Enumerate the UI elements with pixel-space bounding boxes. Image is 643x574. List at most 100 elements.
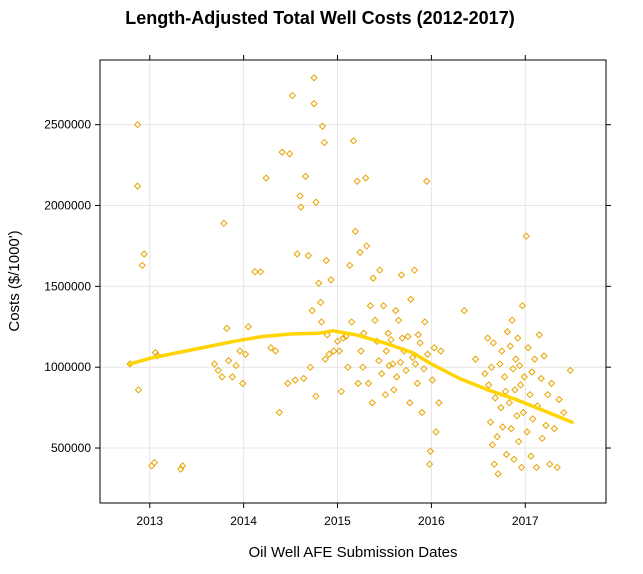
- y-tick-label: 2000000: [44, 199, 91, 213]
- data-point: [271, 347, 280, 355]
- data-point: [512, 355, 520, 363]
- data-point: [223, 324, 231, 333]
- data-point: [312, 198, 320, 206]
- data-point: [490, 460, 498, 468]
- data-point: [375, 357, 383, 365]
- data-point: [218, 373, 226, 381]
- data-point: [347, 318, 356, 326]
- data-point: [514, 437, 523, 446]
- data-point: [484, 334, 492, 342]
- data-point: [498, 347, 506, 355]
- data-point: [410, 266, 419, 274]
- data-point: [275, 408, 284, 417]
- data-point: [238, 379, 247, 388]
- data-point: [327, 276, 335, 284]
- data-point: [535, 331, 544, 339]
- data-point: [511, 386, 519, 394]
- data-point: [178, 462, 187, 470]
- data-point: [344, 363, 352, 371]
- data-point: [420, 365, 428, 373]
- data-point: [528, 368, 536, 376]
- x-tick-label: 2017: [512, 514, 539, 528]
- data-point: [404, 332, 412, 341]
- data-point: [382, 347, 391, 355]
- data-point: [330, 347, 338, 355]
- data-point: [406, 399, 414, 407]
- data-point: [532, 463, 541, 472]
- data-point: [524, 344, 532, 352]
- data-point: [339, 334, 347, 342]
- data-point: [285, 150, 294, 158]
- data-point: [398, 334, 406, 342]
- data-point: [421, 318, 429, 326]
- data-point: [435, 399, 443, 407]
- data-point: [392, 306, 400, 315]
- data-point: [362, 242, 371, 250]
- data-point: [376, 266, 384, 274]
- x-tick-label: 2014: [230, 514, 257, 528]
- data-point: [432, 428, 440, 436]
- data-point: [502, 450, 511, 459]
- data-point: [471, 355, 480, 363]
- data-point: [408, 353, 417, 362]
- data-point: [296, 192, 304, 200]
- data-point: [390, 386, 398, 394]
- data-point: [325, 350, 333, 358]
- data-point: [423, 350, 432, 358]
- data-point: [371, 316, 379, 325]
- data-point: [394, 316, 403, 325]
- data-points: [126, 74, 575, 478]
- data-point: [364, 379, 373, 388]
- data-point: [527, 452, 535, 460]
- data-point: [133, 182, 142, 190]
- data-point: [486, 418, 495, 426]
- data-point: [526, 390, 534, 399]
- data-point: [359, 363, 367, 371]
- data-point: [545, 460, 554, 468]
- data-point: [560, 408, 568, 417]
- data-point: [500, 373, 509, 381]
- data-point: [384, 329, 392, 337]
- data-point: [426, 447, 435, 455]
- data-point: [430, 344, 438, 352]
- data-point: [484, 381, 493, 389]
- data-point: [505, 399, 514, 407]
- data-point: [278, 148, 286, 156]
- data-point: [523, 428, 531, 436]
- data-point: [538, 434, 546, 443]
- data-point: [530, 355, 539, 363]
- data-point: [402, 366, 410, 375]
- data-point: [387, 335, 395, 344]
- data-point: [542, 421, 550, 430]
- data-point: [411, 360, 420, 368]
- data-point: [300, 374, 308, 383]
- data-point: [214, 366, 222, 375]
- axis-ticks: 2013 2014 2015 2016 2017 500000 1000000 1500000…: [44, 55, 611, 528]
- data-point: [460, 306, 468, 315]
- data-point: [509, 365, 517, 373]
- y-tick-label: 500000: [51, 441, 91, 455]
- data-point: [333, 337, 342, 346]
- data-point: [368, 399, 376, 407]
- data-point: [481, 369, 489, 378]
- data-point: [377, 369, 386, 378]
- data-point: [236, 347, 244, 355]
- data-point: [293, 250, 301, 258]
- data-point: [317, 318, 326, 326]
- data-point: [396, 358, 405, 367]
- data-point: [321, 355, 330, 363]
- y-tick-label: 1000000: [44, 360, 91, 374]
- data-point: [522, 232, 530, 240]
- data-point: [508, 316, 516, 325]
- data-point: [244, 323, 253, 331]
- data-point: [267, 344, 275, 352]
- data-point: [366, 302, 375, 310]
- data-point: [489, 339, 498, 347]
- data-point: [297, 203, 305, 211]
- data-point: [515, 361, 524, 370]
- data-point: [520, 373, 529, 381]
- data-point: [529, 415, 537, 423]
- data-point: [389, 360, 397, 368]
- smoothed-trend-line: [128, 329, 574, 424]
- trend-lines: [128, 329, 574, 424]
